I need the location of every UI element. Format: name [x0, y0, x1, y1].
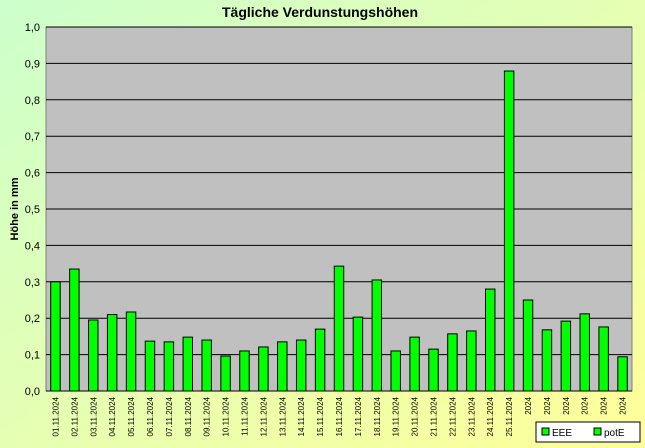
y-tick-label: 0,1 [25, 350, 40, 362]
x-tick-label: 2024 [562, 396, 571, 414]
x-tick-label: 2024 [600, 396, 609, 414]
chart-title: Tägliche Verdunstungshöhen [222, 4, 418, 20]
bar [428, 348, 439, 392]
bar [314, 328, 326, 392]
bar [277, 341, 288, 392]
bar [409, 336, 420, 392]
y-axis-label: Höhe in mm [9, 177, 21, 240]
bar [485, 288, 496, 392]
x-tick-label: 07.11.2024 [165, 396, 174, 436]
x-tick-label: 03.11.2024 [89, 396, 98, 436]
bar [50, 281, 61, 392]
legend-swatch [541, 427, 550, 436]
bar [541, 329, 553, 392]
legend-box [535, 421, 641, 443]
x-tick-label: 20.11.2024 [411, 396, 420, 436]
y-tick-label: 0,3 [25, 277, 40, 289]
y-tick-label: 1,0 [25, 22, 40, 34]
x-tick-label: 22.11.2024 [448, 396, 457, 436]
bar [163, 341, 175, 392]
y-tick-label: 0,6 [25, 168, 40, 180]
x-tick-label: 11.11.2024 [240, 396, 249, 435]
y-tick-label: 0,0 [25, 386, 40, 398]
x-tick-label: 16.11.2024 [335, 396, 344, 436]
bar [503, 70, 515, 392]
y-tick-label: 0,2 [25, 313, 40, 325]
bar [144, 340, 156, 392]
bar [88, 319, 99, 392]
x-tick-label: 24.11.2024 [486, 396, 495, 436]
bar [220, 355, 231, 392]
legend-swatch [593, 427, 602, 436]
x-tick-label: 05.11.2024 [127, 396, 136, 436]
bar [352, 316, 364, 392]
x-tick-label: 01.11.2024 [51, 396, 60, 436]
bar [617, 356, 628, 392]
x-tick-label: 06.11.2024 [146, 396, 155, 436]
bar [125, 311, 137, 392]
x-tick-label: 2024 [619, 396, 628, 414]
x-tick-label: 12.11.2024 [259, 396, 268, 436]
bar [106, 314, 118, 392]
bar [522, 299, 534, 392]
x-tick-label: 21.11.2024 [430, 396, 439, 436]
bar [201, 339, 212, 392]
x-tick-label: 14.11.2024 [297, 396, 306, 436]
y-tick-label: 0,9 [25, 58, 40, 70]
y-tick-label: 0,7 [25, 131, 40, 143]
bar [258, 346, 269, 392]
x-tick-label: 2024 [524, 396, 533, 414]
bar [295, 339, 307, 392]
x-tick-label: 02.11.2024 [70, 396, 79, 436]
legend-label: EEE [552, 428, 572, 439]
legend-label: potE [604, 428, 625, 439]
x-tick-label: 18.11.2024 [373, 396, 382, 436]
x-tick-label: 13.11.2024 [278, 396, 287, 436]
x-tick-label: 09.11.2024 [203, 396, 212, 436]
x-tick-label: 23.11.2024 [467, 396, 476, 436]
bar [371, 279, 383, 392]
y-tick-label: 0,4 [25, 240, 40, 252]
bar [447, 333, 458, 392]
x-tick-label: 25.11.2024 [505, 396, 514, 436]
x-tick-label: 04.11.2024 [108, 396, 117, 436]
bar [333, 265, 345, 392]
y-tick-label: 0,5 [25, 204, 40, 216]
bar [560, 320, 572, 392]
y-tick-label: 0,8 [25, 95, 40, 107]
x-tick-label: 15.11.2024 [316, 396, 325, 436]
x-tick-label: 10.11.2024 [222, 396, 231, 436]
bar [466, 330, 477, 392]
x-tick-label: 17.11.2024 [354, 396, 363, 436]
bar [182, 336, 193, 392]
x-tick-label: 2024 [581, 396, 590, 414]
x-tick-label: 19.11.2024 [392, 396, 401, 436]
bar [598, 326, 609, 392]
bar [390, 350, 401, 392]
bar [69, 268, 80, 392]
x-tick-label: 08.11.2024 [184, 396, 193, 436]
x-tick-label: 2024 [543, 396, 552, 414]
bar [579, 313, 590, 392]
bar [239, 350, 250, 392]
